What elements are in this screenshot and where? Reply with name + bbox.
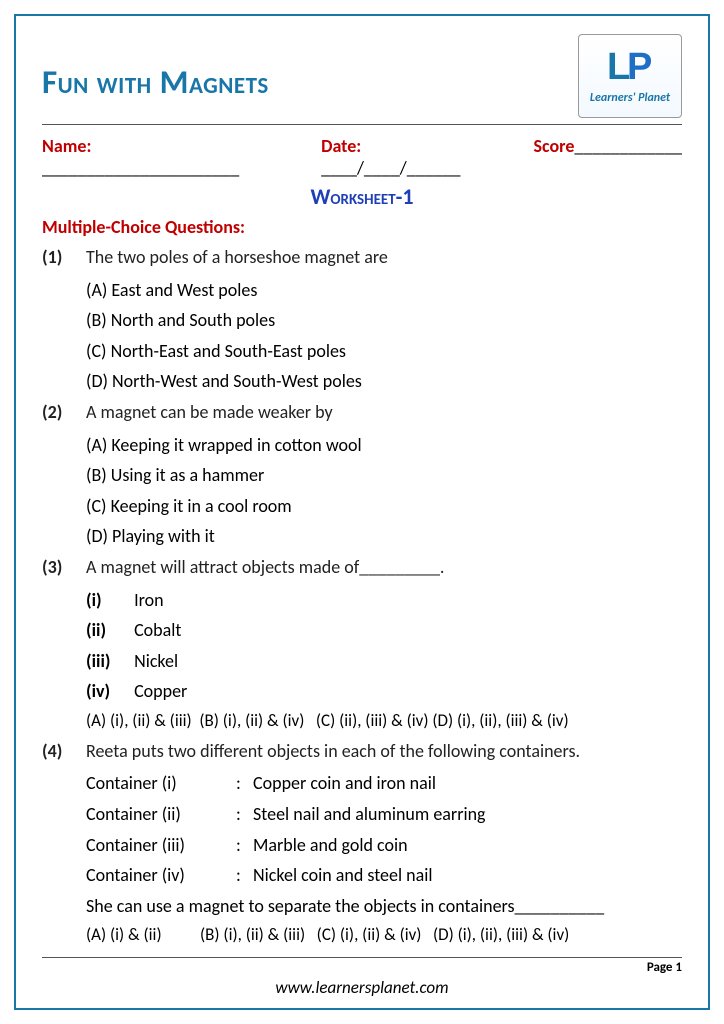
worksheet-title: Worksheet-1	[42, 183, 682, 210]
question: (3)A magnet will attract objects made of…	[42, 552, 682, 583]
container-row: Container (iii): Marble and gold coin	[86, 830, 682, 861]
option: (A) East and West poles	[86, 275, 682, 306]
option: (D) North-West and South-West poles	[86, 366, 682, 397]
sub-item: (ii) Cobalt	[86, 615, 682, 646]
container-row: Container (ii): Steel nail and aluminum …	[86, 799, 682, 830]
logo-text: Learners' Planet	[579, 91, 681, 105]
info-row: Name: ______________________ Date: ____/…	[42, 135, 682, 179]
question: (4)Reeta puts two different objects in e…	[42, 736, 682, 767]
sub-item: (i) Iron	[86, 585, 682, 616]
footer: Page 1 www.learnersplanet.com	[42, 957, 682, 998]
website-url: www.learnersplanet.com	[42, 977, 682, 998]
header-row: Fun with Magnets L P Learners' Planet	[42, 34, 682, 125]
question-tail: She can use a magnet to separate the obj…	[86, 891, 682, 922]
question: (2)A magnet can be made weaker by	[42, 397, 682, 428]
svg-text:P: P	[627, 46, 652, 88]
question: (1)The two poles of a horseshoe magnet a…	[42, 242, 682, 273]
option: (C) North-East and South-East poles	[86, 336, 682, 367]
name-field: Name: ______________________	[42, 135, 291, 179]
date-field: Date: ____/____/______	[321, 135, 503, 179]
logo: L P Learners' Planet	[578, 34, 682, 118]
page-border: Fun with Magnets L P Learners' Planet Na…	[14, 14, 710, 1010]
option: (C) Keeping it in a cool room	[86, 491, 682, 522]
sub-item: (iii) Nickel	[86, 646, 682, 677]
section-heading: Multiple-Choice Questions:	[42, 216, 682, 238]
option: (B) Using it as a hammer	[86, 460, 682, 491]
sub-item: (iv) Copper	[86, 676, 682, 707]
combo-options: (A) (i), (ii) & (iii) (B) (i), (ii) & (i…	[86, 707, 682, 736]
option: (D) Playing with it	[86, 521, 682, 552]
combo-options: (A) (i) & (ii) (B) (i), (ii) & (iii) (C)…	[86, 921, 682, 950]
container-row: Container (iv): Nickel coin and steel na…	[86, 860, 682, 891]
questions-container: (1)The two poles of a horseshoe magnet a…	[42, 242, 682, 950]
logo-icon: L P	[595, 41, 665, 89]
page-title: Fun with Magnets	[42, 62, 269, 102]
score-field: Score____________	[534, 135, 682, 179]
page-number: Page 1	[42, 960, 682, 975]
container-row: Container (i): Copper coin and iron nail	[86, 768, 682, 799]
option: (B) North and South poles	[86, 305, 682, 336]
option: (A) Keeping it wrapped in cotton wool	[86, 430, 682, 461]
